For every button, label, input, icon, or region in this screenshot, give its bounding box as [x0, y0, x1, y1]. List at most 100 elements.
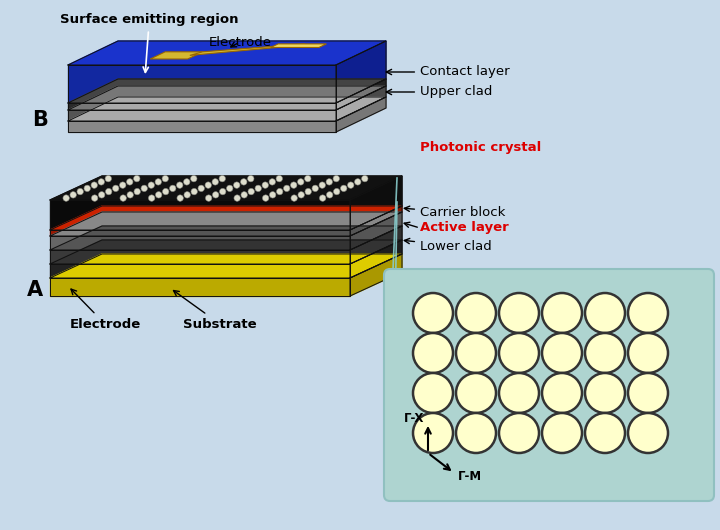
Polygon shape: [68, 65, 336, 103]
Circle shape: [198, 185, 204, 191]
Circle shape: [227, 185, 233, 191]
Circle shape: [333, 188, 340, 195]
Circle shape: [542, 373, 582, 413]
Polygon shape: [68, 103, 336, 110]
Circle shape: [499, 293, 539, 333]
Circle shape: [263, 195, 269, 201]
Circle shape: [499, 413, 539, 453]
Polygon shape: [350, 226, 402, 264]
Circle shape: [155, 179, 161, 185]
Circle shape: [341, 185, 347, 191]
Polygon shape: [336, 97, 386, 132]
Circle shape: [148, 195, 155, 201]
Circle shape: [77, 188, 84, 195]
Circle shape: [585, 293, 625, 333]
Text: B: B: [32, 110, 48, 130]
Polygon shape: [50, 278, 350, 296]
Polygon shape: [50, 250, 350, 264]
Circle shape: [184, 192, 190, 198]
Circle shape: [628, 413, 668, 453]
Circle shape: [456, 293, 496, 333]
Circle shape: [291, 195, 297, 201]
Circle shape: [456, 413, 496, 453]
Circle shape: [326, 179, 333, 185]
Circle shape: [220, 188, 226, 195]
Circle shape: [298, 192, 305, 198]
Circle shape: [628, 373, 668, 413]
Circle shape: [169, 185, 176, 191]
FancyBboxPatch shape: [384, 269, 714, 501]
Polygon shape: [190, 44, 305, 56]
Circle shape: [456, 333, 496, 373]
Circle shape: [248, 188, 254, 195]
Circle shape: [361, 175, 368, 182]
Circle shape: [297, 179, 304, 185]
Circle shape: [163, 188, 169, 195]
Text: Active layer: Active layer: [420, 222, 509, 234]
Circle shape: [320, 195, 326, 201]
Polygon shape: [350, 212, 402, 250]
Circle shape: [177, 195, 184, 201]
Polygon shape: [350, 206, 402, 236]
Circle shape: [248, 175, 254, 182]
Circle shape: [276, 188, 283, 195]
Text: Γ-M: Γ-M: [458, 471, 482, 483]
Text: Photonic crystal: Photonic crystal: [420, 142, 541, 155]
Circle shape: [234, 195, 240, 201]
Polygon shape: [50, 240, 402, 264]
Text: Carrier block: Carrier block: [405, 206, 505, 219]
Polygon shape: [68, 121, 336, 132]
Circle shape: [312, 185, 318, 191]
Text: Electrode: Electrode: [69, 289, 140, 331]
Circle shape: [305, 188, 311, 195]
Circle shape: [585, 373, 625, 413]
Circle shape: [120, 195, 127, 201]
Text: Γ-X: Γ-X: [404, 412, 424, 426]
Polygon shape: [50, 206, 402, 230]
Polygon shape: [68, 41, 386, 65]
Polygon shape: [350, 240, 402, 278]
Circle shape: [233, 182, 240, 188]
Text: A: A: [27, 280, 43, 300]
Circle shape: [585, 413, 625, 453]
Polygon shape: [50, 176, 402, 200]
Text: Contact layer: Contact layer: [387, 66, 510, 78]
Circle shape: [305, 175, 311, 182]
Circle shape: [134, 188, 140, 195]
Circle shape: [134, 175, 140, 182]
Text: Lower clad: Lower clad: [405, 238, 492, 252]
Circle shape: [348, 182, 354, 188]
Circle shape: [212, 179, 218, 185]
Circle shape: [191, 175, 197, 182]
Polygon shape: [150, 52, 203, 59]
Circle shape: [542, 413, 582, 453]
Circle shape: [319, 182, 325, 188]
Polygon shape: [50, 200, 350, 230]
Text: Upper clad: Upper clad: [387, 85, 492, 99]
Text: Substrate: Substrate: [174, 290, 257, 331]
Circle shape: [241, 192, 248, 198]
Polygon shape: [68, 79, 386, 103]
Circle shape: [542, 293, 582, 333]
Circle shape: [291, 182, 297, 188]
Circle shape: [333, 175, 340, 182]
Circle shape: [269, 179, 276, 185]
Circle shape: [205, 182, 212, 188]
Text: Surface emitting region: Surface emitting region: [60, 13, 238, 73]
Polygon shape: [68, 86, 386, 110]
Circle shape: [141, 185, 148, 191]
Circle shape: [127, 192, 133, 198]
Circle shape: [63, 195, 69, 201]
Circle shape: [413, 413, 453, 453]
Polygon shape: [68, 97, 386, 121]
Circle shape: [413, 333, 453, 373]
Circle shape: [91, 182, 97, 188]
Circle shape: [628, 293, 668, 333]
Circle shape: [84, 185, 91, 191]
Circle shape: [326, 192, 333, 198]
Circle shape: [240, 179, 247, 185]
Polygon shape: [50, 264, 350, 278]
Circle shape: [262, 182, 269, 188]
Circle shape: [205, 195, 212, 201]
Circle shape: [156, 192, 162, 198]
